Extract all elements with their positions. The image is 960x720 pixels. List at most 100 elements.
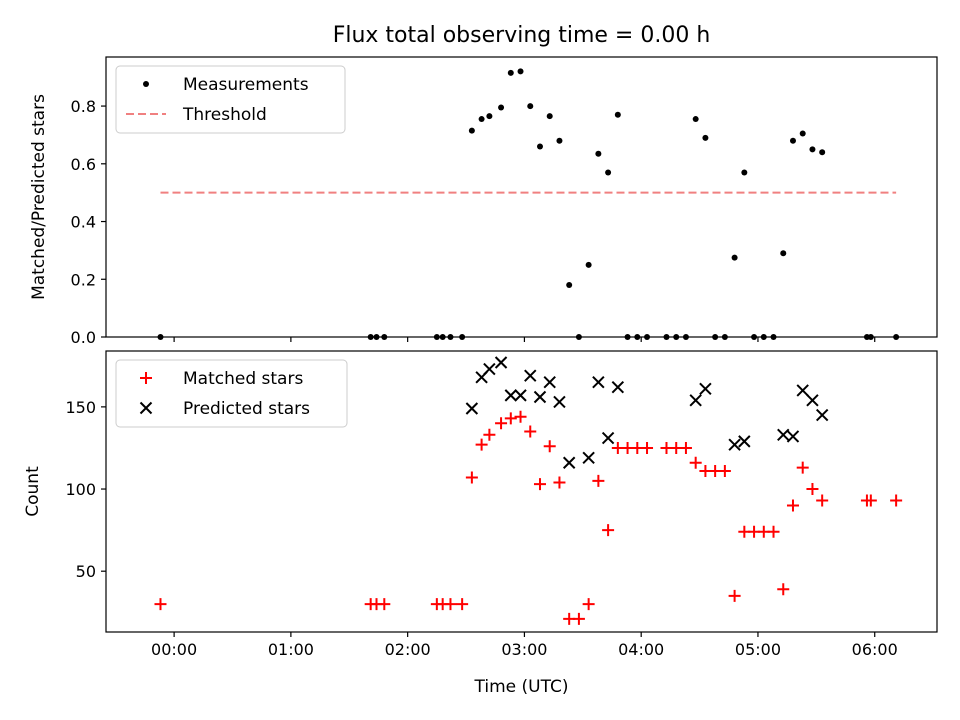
data-point	[543, 440, 556, 453]
data-point	[465, 402, 479, 415]
data-point	[543, 376, 556, 389]
y-tick-label: 0.8	[71, 97, 96, 116]
y-tick-label: 150	[65, 398, 96, 417]
x-tick-label: 04:00	[618, 640, 664, 659]
data-point	[780, 250, 787, 257]
data-point	[585, 261, 592, 268]
data-point	[767, 525, 780, 538]
data-point	[486, 113, 493, 120]
data-point	[689, 394, 702, 407]
data-point	[582, 451, 595, 465]
data-point	[728, 438, 741, 451]
data-point	[495, 417, 508, 430]
data-point	[378, 598, 391, 611]
data-point	[815, 408, 829, 422]
data-point	[786, 499, 799, 512]
legend-label: Threshold	[182, 105, 267, 125]
data-point	[602, 524, 615, 537]
data-point	[777, 583, 790, 596]
legend-box	[115, 65, 346, 134]
x-axis-label: Time (UTC)	[474, 677, 569, 697]
data-point	[864, 494, 877, 507]
data-point	[809, 146, 816, 153]
data-point	[533, 478, 546, 491]
y-tick-label: 0.4	[71, 213, 96, 232]
data-point	[799, 130, 806, 137]
y-tick-label: 0.2	[71, 270, 96, 289]
data-point	[562, 456, 576, 469]
data-point	[582, 598, 595, 611]
data-point	[507, 69, 514, 76]
data-point	[572, 612, 585, 625]
series-matched-stars	[154, 410, 903, 625]
data-point	[741, 169, 748, 176]
x-tick-label: 06:00	[852, 640, 898, 659]
data-point	[689, 456, 702, 469]
data-point	[595, 150, 602, 157]
data-point	[796, 461, 809, 474]
y-tick-label: 0.0	[71, 328, 96, 347]
data-point	[699, 382, 712, 396]
y-axis-label: Matched/Predicted stars	[29, 94, 49, 300]
data-point	[611, 380, 625, 394]
data-point	[533, 390, 547, 404]
legend: Measurements Threshold	[115, 65, 346, 134]
x-tick-label: 03:00	[501, 640, 547, 659]
data-point	[504, 389, 518, 402]
top-panel: 0.0 0.2 0.4 0.6 0.8 Matched/Predicted stars Me…	[29, 56, 938, 347]
data-point	[444, 598, 457, 611]
data-point	[524, 425, 537, 438]
data-point	[154, 598, 167, 611]
legend: Matched stars Predicted stars	[115, 359, 348, 428]
data-point	[527, 103, 534, 110]
data-point	[819, 149, 826, 156]
data-point	[468, 127, 475, 134]
data-point	[786, 430, 800, 443]
data-point	[494, 356, 508, 369]
legend-marker	[140, 372, 152, 384]
data-point	[718, 464, 731, 477]
axes-frame	[105, 56, 938, 338]
data-point	[483, 362, 496, 376]
data-point	[806, 483, 819, 496]
data-point	[796, 384, 809, 397]
data-point	[641, 441, 654, 454]
data-point	[546, 113, 553, 120]
data-point	[465, 471, 478, 484]
series-predicted-stars	[465, 356, 829, 469]
data-point	[731, 254, 738, 261]
x-tick-label: 01:00	[268, 640, 314, 659]
data-point	[475, 438, 488, 451]
data-point	[738, 435, 751, 448]
data-point	[456, 598, 469, 611]
data-point	[728, 589, 741, 602]
x-tick-label: 05:00	[735, 640, 781, 659]
data-point	[679, 441, 692, 454]
legend-label: Measurements	[183, 75, 309, 95]
data-point	[517, 68, 524, 75]
legend-label: Predicted stars	[183, 399, 310, 419]
data-point	[605, 169, 612, 176]
data-point	[504, 412, 517, 425]
data-point	[614, 111, 621, 118]
data-point	[789, 137, 796, 144]
data-point	[816, 494, 829, 507]
data-point	[692, 116, 699, 123]
legend-label: Matched stars	[183, 369, 303, 389]
data-point	[777, 428, 790, 442]
data-point	[566, 282, 573, 289]
data-point	[553, 395, 566, 409]
data-point	[498, 104, 505, 111]
y-tick-label: 0.6	[71, 155, 96, 174]
legend-box	[115, 359, 348, 428]
data-point	[702, 134, 709, 141]
x-tick-label: 02:00	[385, 640, 431, 659]
data-point	[806, 394, 819, 407]
legend-marker	[143, 81, 149, 87]
figure-title: Flux total observing time = 0.00 h	[333, 23, 711, 48]
data-point	[524, 369, 537, 382]
data-point	[601, 431, 615, 445]
data-point	[556, 137, 563, 144]
data-point	[478, 116, 485, 123]
